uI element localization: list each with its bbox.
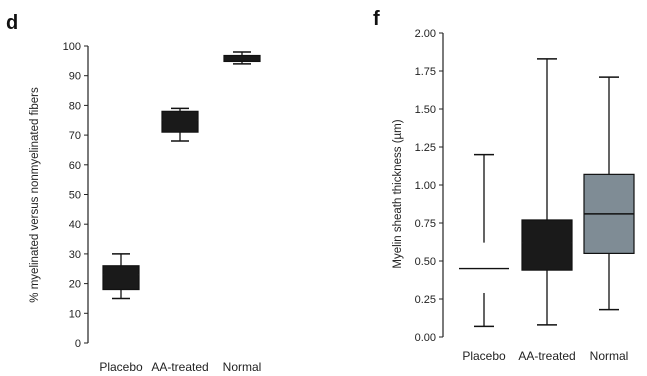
panel-f-plot-area: 0.00 0.25 0.50 0.75 1.00 1.25 1.50 1.75 2.00 Plac…	[415, 28, 635, 363]
y-tick-label: 50	[69, 190, 81, 202]
box-normal	[223, 51, 261, 65]
y-tick-label: 1.25	[415, 142, 436, 154]
x-category-label: Placebo	[462, 349, 506, 363]
y-tick-label: 0.50	[415, 256, 436, 268]
x-category-label: AA-treated	[518, 349, 575, 363]
iqr-box	[102, 265, 140, 291]
x-category-label: Placebo	[99, 360, 143, 374]
panel-d-plot-area: 0 10 20 30 40 50 60 70 80 90 100 Placebo AA-treated N…	[63, 41, 262, 374]
y-tick-label: 0.00	[415, 332, 436, 344]
panel-f-label: f	[373, 8, 380, 30]
box-aa-treated	[521, 58, 573, 326]
box-placebo	[102, 253, 140, 300]
y-tick-label: 100	[63, 41, 81, 53]
x-category-label: Normal	[223, 360, 262, 374]
y-tick-label: 70	[69, 130, 81, 142]
y-tick-label: 1.50	[415, 104, 436, 116]
y-tick-label: 0.25	[415, 294, 436, 306]
y-tick-label: 0	[75, 338, 81, 350]
iqr-box	[459, 242, 509, 293]
y-tick-label: 20	[69, 279, 81, 291]
panel-d-box-plot: d % myelinated versus nonmyelinated fibe…	[6, 12, 261, 374]
panel-f-y-axis-title: Myelin sheath thickness (µm)	[392, 119, 404, 268]
y-tick-label: 30	[69, 249, 81, 261]
y-tick-label: 90	[69, 71, 81, 83]
panel-f-box-plot: f Myelin sheath thickness (µm) 0.000.250…	[373, 8, 635, 363]
y-tick-label: 2.00	[415, 28, 436, 40]
y-tick-label: 1.00	[415, 180, 436, 192]
y-tick-label: 60	[69, 160, 81, 172]
y-tick-label: 0.75	[415, 218, 436, 230]
iqr-box	[161, 110, 199, 133]
box-aa-treated	[161, 107, 199, 142]
y-tick-label: 80	[69, 100, 81, 112]
x-category-label: AA-treated	[151, 360, 208, 374]
box-normal	[583, 76, 635, 311]
panel-d-label: d	[6, 12, 18, 34]
panel-d-y-axis-title: % myelinated versus nonmyelinated fibers	[29, 87, 41, 303]
box-placebo	[459, 153, 509, 328]
x-category-label: Normal	[590, 349, 629, 363]
y-tick-label: 40	[69, 219, 81, 231]
y-tick-label: 10	[69, 308, 81, 320]
y-tick-label: 1.75	[415, 66, 436, 78]
iqr-box	[521, 219, 573, 271]
